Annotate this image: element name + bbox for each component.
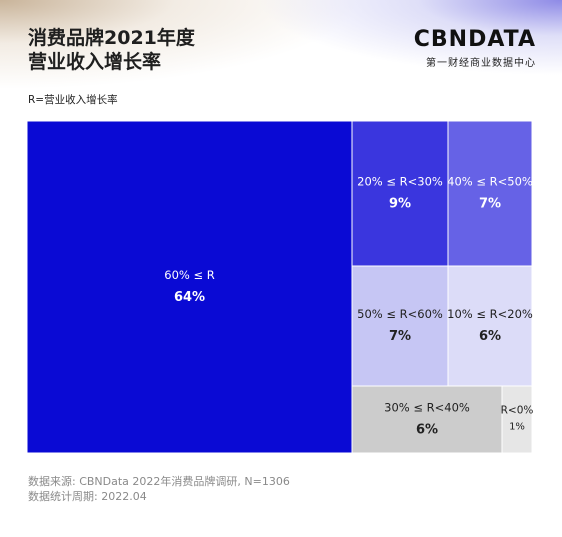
- treemap-cell: 40% ≤ R<50% 7%: [447, 120, 533, 267]
- treemap-cell-value-label: 6%: [416, 423, 438, 438]
- treemap-cell-value-label: 7%: [389, 329, 411, 344]
- treemap-cell-value-label: 9%: [389, 197, 411, 212]
- treemap-cell-rect: [26, 120, 353, 454]
- treemap-cell-rect: [351, 120, 449, 267]
- treemap-cell: 20% ≤ R<30% 9%: [351, 120, 449, 267]
- legend-label: R=营业收入增长率: [28, 94, 118, 106]
- treemap-cell-value-label: 64%: [174, 290, 205, 305]
- period-text: 数据统计周期: 2022.04: [28, 490, 147, 503]
- treemap-cell-value-label: 1%: [509, 422, 525, 433]
- chart-title-line2: 营业收入增长率: [28, 51, 162, 73]
- treemap-cell-rect: [501, 385, 533, 454]
- treemap-cell: 30% ≤ R<40% 6%: [351, 385, 503, 454]
- treemap-cell-range-label: R<0%: [501, 405, 534, 417]
- treemap-cell: R<0% 1%: [501, 385, 534, 454]
- source-text: 数据来源: CBNData 2022年消费品牌调研, N=1306: [28, 475, 290, 488]
- treemap-cell-rect: [447, 265, 533, 387]
- treemap-cell-rect: [351, 385, 503, 454]
- brand-logo-text: CBNDATA: [413, 27, 536, 52]
- treemap-cell-range-label: 50% ≤ R<60%: [357, 307, 443, 321]
- treemap-cell-rect: [447, 120, 533, 267]
- chart-title: 消费品牌2021年度 营业收入增长率: [28, 26, 288, 74]
- brand-logo: CBNDATA 第一财经商业数据中心: [413, 27, 536, 70]
- treemap-cell-range-label: 40% ≤ R<50%: [447, 175, 533, 189]
- treemap-cell-range-label: 60% ≤ R: [164, 268, 215, 282]
- treemap-cell-range-label: 10% ≤ R<20%: [447, 307, 533, 321]
- treemap-cell-range-label: 20% ≤ R<30%: [357, 175, 443, 189]
- treemap-cell-value-label: 7%: [479, 197, 501, 212]
- treemap-cell: 60% ≤ R 64%: [26, 120, 353, 454]
- chart-title-line1: 消费品牌2021年度: [28, 27, 195, 49]
- brand-tagline: 第一财经商业数据中心: [426, 58, 536, 69]
- treemap-cell-value-label: 6%: [479, 329, 501, 344]
- treemap-cell: 50% ≤ R<60% 7%: [351, 265, 449, 387]
- treemap-cell-rect: [351, 265, 449, 387]
- source-note: 数据来源: CBNData 2022年消费品牌调研, N=1306 数据统计周期…: [28, 474, 290, 504]
- treemap-cell: 10% ≤ R<20% 6%: [447, 265, 533, 387]
- background-cool-glow: [0, 0, 562, 140]
- treemap-cell-range-label: 30% ≤ R<40%: [384, 401, 470, 415]
